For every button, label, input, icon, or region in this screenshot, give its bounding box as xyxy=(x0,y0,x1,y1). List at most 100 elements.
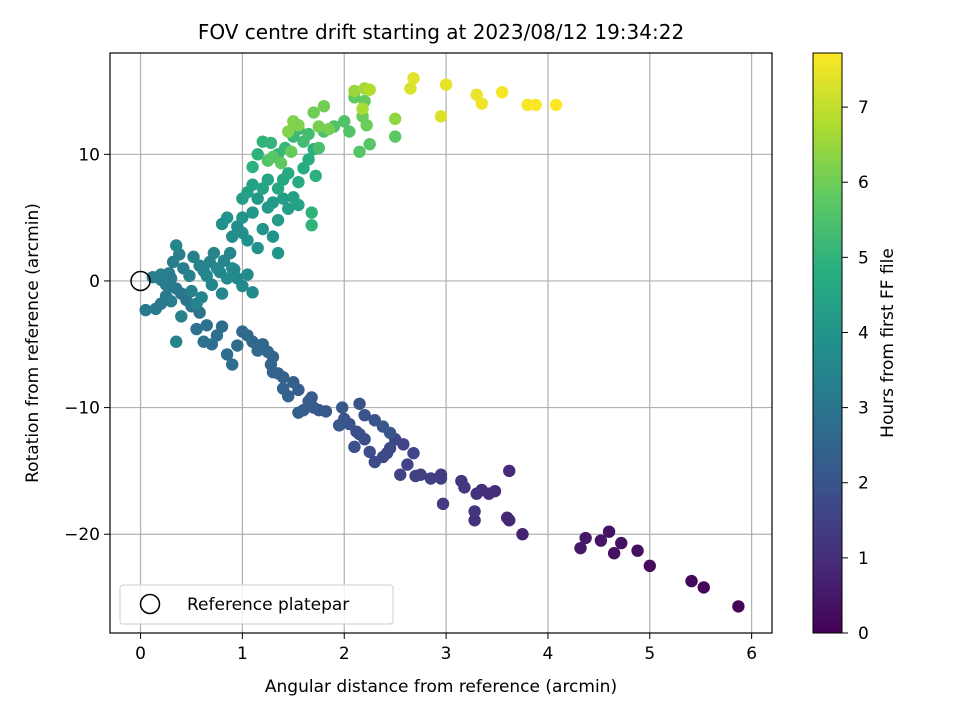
x-tick-label: 2 xyxy=(339,644,350,664)
y-axis-ticks: −20 −10 0 10 xyxy=(64,145,110,545)
data-point xyxy=(210,262,224,275)
colorbar-ticks: 0 1 2 3 4 5 6 7 xyxy=(842,98,869,644)
colorbar-tick-label: 6 xyxy=(858,173,869,193)
data-point xyxy=(246,206,259,219)
y-tick-label: −10 xyxy=(64,399,100,419)
data-point xyxy=(475,97,488,110)
data-point xyxy=(220,348,234,361)
data-point xyxy=(256,222,269,236)
data-point xyxy=(516,528,529,541)
data-point xyxy=(266,230,280,243)
data-point xyxy=(407,72,420,85)
data-point xyxy=(139,303,152,317)
data-point xyxy=(236,325,249,338)
colorbar-tick-label: 5 xyxy=(858,248,869,268)
plot-frame xyxy=(109,52,773,634)
data-point xyxy=(388,112,402,126)
data-point xyxy=(317,99,331,113)
data-point xyxy=(170,335,183,348)
data-points xyxy=(139,72,745,613)
data-point xyxy=(200,319,213,332)
data-point xyxy=(207,246,221,260)
data-point xyxy=(241,234,254,247)
data-point xyxy=(470,487,483,500)
data-point xyxy=(200,269,213,283)
data-point xyxy=(309,169,322,183)
x-tick-label: 0 xyxy=(135,644,146,664)
colorbar: 0 1 2 3 4 5 6 7 Hours from first FF file xyxy=(812,52,898,644)
data-point xyxy=(185,284,198,298)
data-point xyxy=(220,272,234,285)
data-point xyxy=(312,141,325,155)
data-point xyxy=(732,600,745,613)
data-point xyxy=(348,440,361,454)
data-point xyxy=(215,287,229,300)
colorbar-tick-label: 7 xyxy=(858,98,869,118)
data-point xyxy=(360,118,373,132)
data-point xyxy=(231,339,244,352)
colorbar-tick-label: 0 xyxy=(858,624,869,644)
data-point xyxy=(394,468,407,481)
data-point xyxy=(336,401,349,414)
data-point xyxy=(220,211,234,224)
data-point xyxy=(282,167,295,180)
data-point xyxy=(631,544,644,557)
y-tick-label: −20 xyxy=(64,525,100,545)
data-point xyxy=(388,130,402,143)
data-point xyxy=(495,86,509,99)
grid-lines xyxy=(110,53,772,633)
data-point xyxy=(149,302,163,316)
data-point xyxy=(251,192,264,205)
x-tick-label: 5 xyxy=(644,644,655,664)
x-tick-label: 3 xyxy=(441,644,452,664)
data-point xyxy=(183,269,196,283)
data-point xyxy=(439,78,453,91)
x-tick-label: 6 xyxy=(746,644,757,664)
data-point xyxy=(434,468,448,481)
data-point xyxy=(332,419,346,432)
data-point xyxy=(307,106,320,119)
data-point xyxy=(223,246,237,260)
data-point xyxy=(574,541,587,555)
data-point xyxy=(322,122,336,136)
data-point xyxy=(292,118,305,132)
data-point xyxy=(292,406,305,419)
data-point xyxy=(305,206,318,219)
data-point xyxy=(501,511,514,524)
data-point xyxy=(468,514,481,527)
data-point xyxy=(190,297,203,310)
data-point xyxy=(594,534,608,547)
data-point xyxy=(363,445,376,459)
data-point xyxy=(363,137,376,151)
data-point xyxy=(455,474,468,488)
data-point xyxy=(529,98,542,112)
data-point xyxy=(305,219,318,232)
chart-title: FOV centre drift starting at 2023/08/12 … xyxy=(198,20,684,44)
data-point xyxy=(159,278,173,291)
data-point xyxy=(436,497,450,511)
legend-entry: Reference platepar xyxy=(187,595,349,615)
data-point xyxy=(353,145,366,158)
colorbar-label: Hours from first FF file xyxy=(878,248,898,438)
data-point xyxy=(285,145,298,158)
data-point xyxy=(503,464,516,478)
data-point xyxy=(404,82,417,95)
data-point xyxy=(343,125,356,138)
legend: Reference platepar xyxy=(119,584,394,625)
data-point xyxy=(154,268,168,281)
data-point xyxy=(363,83,376,96)
y-tick-label: 10 xyxy=(78,145,100,165)
data-point xyxy=(246,286,259,299)
data-point xyxy=(282,125,295,138)
data-point xyxy=(246,160,259,174)
data-point xyxy=(276,192,290,205)
data-point xyxy=(292,175,305,189)
data-point xyxy=(358,408,371,422)
data-point xyxy=(187,250,200,264)
legend-box xyxy=(119,584,394,625)
data-point xyxy=(226,358,239,371)
legend-marker xyxy=(139,593,161,615)
data-point xyxy=(251,241,264,255)
data-point xyxy=(549,98,563,112)
